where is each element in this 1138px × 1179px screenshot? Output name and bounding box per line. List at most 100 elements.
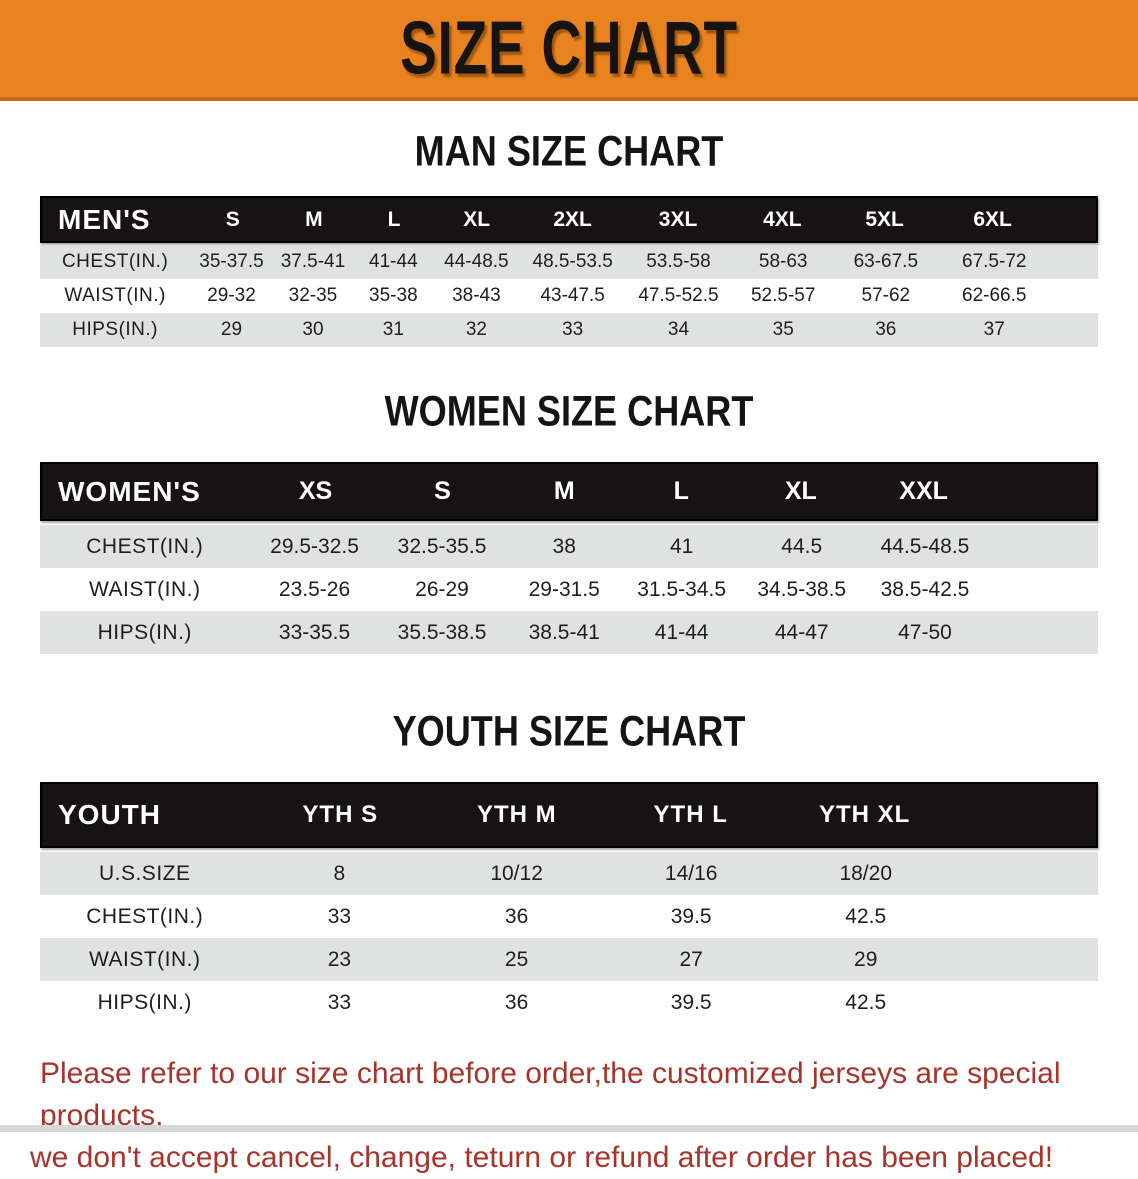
youth-table-row: HIPS(IN.) 33 36 39.5 42.5	[40, 981, 1098, 1024]
size-cell: 35-38	[369, 285, 418, 306]
size-cell: 8	[333, 861, 346, 885]
youth-table-body: U.S.SIZE 8 10/12 14/16 18/20 CHEST(IN.) 33 36 39…	[40, 852, 1098, 1024]
youth-table-row: CHEST(IN.) 33 36 39.5 42.5	[40, 895, 1098, 938]
disclaimer-text: Please refer to our size chart before or…	[30, 1053, 1118, 1179]
men-table-body: CHEST(IN.) 35-37.5 37.5-41 41-44 44-48.5 48.5…	[40, 245, 1098, 347]
size-column-header-m: M	[305, 207, 323, 231]
size-cell: 27	[679, 947, 703, 971]
men-table-label: MEN'S	[58, 203, 151, 235]
size-cell: 47-50	[898, 620, 952, 644]
men-table-row: HIPS(IN.) 29 30 31 32 33 34 35 36 37	[40, 313, 1098, 347]
size-cell: 33	[327, 904, 352, 928]
size-cell: 63-67.5	[853, 251, 919, 272]
row-label: HIPS(IN.)	[97, 990, 192, 1014]
size-column-header-4xl: 4XL	[763, 207, 802, 231]
size-cell: 43-47.5	[540, 285, 605, 306]
size-cell: 41-44	[654, 620, 709, 644]
youth-size-table: YOUTH YTH S YTH M YTH L YTH XL U.S.SIZE 8 10/12…	[40, 782, 1098, 1024]
size-column-header-m: M	[553, 477, 575, 505]
size-cell: 47.5-52.5	[638, 285, 719, 306]
disclaimer-line-2: we don't accept cancel, change, teturn o…	[30, 1141, 1054, 1174]
size-column-header-xs: XS	[298, 477, 333, 505]
size-column-header-yth-s: YTH S	[302, 801, 379, 828]
size-cell: 34	[667, 319, 690, 340]
size-column-header-yth-m: YTH M	[476, 801, 557, 828]
size-cell: 44.5	[781, 534, 823, 558]
men-table-header-row: MEN'S S M L XL 2XL 3XL 4XL 5XL 6XL	[40, 196, 1098, 243]
size-cell: 32-35	[288, 285, 338, 306]
size-cell: 30	[302, 319, 324, 340]
size-column-header-xl: XL	[784, 477, 817, 505]
women-table-body: CHEST(IN.) 29.5-32.5 32.5-35.5 38 41 44.5 44.5…	[40, 525, 1098, 654]
size-cell: 44.5-48.5	[880, 534, 970, 558]
size-cell: 38	[552, 534, 576, 558]
size-cell: 29	[854, 947, 878, 971]
size-cell: 10/12	[490, 861, 543, 885]
size-cell: 23	[327, 947, 352, 971]
size-cell: 57-62	[861, 285, 911, 306]
row-label: CHEST(IN.)	[61, 251, 169, 272]
size-cell: 29	[220, 319, 243, 340]
row-label: WAIST(IN.)	[88, 947, 201, 971]
size-cell: 35-37.5	[199, 251, 264, 272]
men-table-row: CHEST(IN.) 35-37.5 37.5-41 41-44 44-48.5 48.5…	[40, 245, 1098, 279]
size-cell: 25	[504, 947, 529, 971]
size-chart-title: SIZE CHART	[400, 6, 738, 91]
youth-table-label: YOUTH	[58, 799, 161, 830]
size-cell: 35.5-38.5	[397, 620, 487, 644]
size-cell: 14/16	[664, 861, 718, 885]
size-column-header-5xl: 5XL	[865, 207, 904, 231]
row-label: WAIST(IN.)	[64, 285, 166, 306]
women-table-row: HIPS(IN.) 33-35.5 35.5-38.5 38.5-41 41-44 44-…	[40, 611, 1098, 654]
size-column-header-3xl: 3XL	[658, 207, 698, 231]
size-cell: 18/20	[839, 861, 893, 885]
size-cell: 23.5-26	[278, 577, 351, 601]
size-column-header-xxl: XXL	[899, 477, 948, 505]
size-chart-banner: SIZE CHART	[0, 0, 1138, 101]
size-cell: 48.5-53.5	[532, 251, 613, 272]
women-table-label: WOMEN'S	[58, 475, 201, 507]
size-cell: 33	[562, 319, 584, 340]
youth-size-chart-heading: YOUTH SIZE CHART	[392, 706, 746, 756]
size-cell: 37.5-41	[280, 251, 346, 272]
women-size-chart-heading: WOMEN SIZE CHART	[384, 386, 754, 436]
size-column-header-s: S	[225, 207, 240, 231]
row-label: HIPS(IN.)	[97, 620, 192, 644]
size-column-header-2xl: 2XL	[553, 207, 592, 231]
size-cell: 44-48.5	[444, 251, 509, 272]
size-cell: 26-29	[415, 577, 469, 601]
women-size-table: WOMEN'S XS S M L XL XXL CHEST(IN.) 29.5-32.5 32.5…	[40, 462, 1098, 654]
size-cell: 36	[504, 990, 529, 1014]
row-label: CHEST(IN.)	[86, 534, 204, 558]
size-column-header-s: S	[434, 477, 451, 505]
size-cell: 53.5-58	[646, 251, 711, 272]
size-column-header-yth-l: YTH L	[653, 801, 728, 828]
youth-table-header-row: YOUTH YTH S YTH M YTH L YTH XL	[40, 782, 1098, 848]
size-cell: 36	[875, 319, 897, 340]
size-cell: 29-32	[207, 285, 256, 306]
size-cell: 42.5	[845, 990, 887, 1014]
size-column-header-l: L	[673, 477, 689, 505]
size-cell: 52.5-57	[750, 285, 816, 306]
size-column-header-l: L	[387, 207, 401, 231]
youth-table-row: WAIST(IN.) 23 25 27 29	[40, 938, 1098, 981]
size-cell: 33	[327, 990, 352, 1014]
size-cell: 38-43	[452, 285, 501, 306]
size-cell: 33-35.5	[278, 620, 351, 644]
women-table-row: CHEST(IN.) 29.5-32.5 32.5-35.5 38 41 44.5 44.5…	[40, 525, 1098, 568]
women-table-row: WAIST(IN.) 23.5-26 26-29 29-31.5 31.5-34.5 34…	[40, 568, 1098, 611]
size-cell: 58-63	[758, 251, 808, 272]
size-column-header-6xl: 6XL	[973, 207, 1012, 231]
size-cell: 41-44	[369, 251, 418, 272]
size-cell: 29.5-32.5	[270, 534, 359, 558]
men-size-table: MEN'S S M L XL 2XL 3XL 4XL 5XL 6XL CHEST(IN.) 35-37…	[40, 196, 1098, 347]
size-cell: 67.5-72	[962, 251, 1027, 272]
man-size-chart-heading: MAN SIZE CHART	[414, 126, 724, 176]
size-cell: 31.5-34.5	[637, 577, 727, 601]
size-cell: 29-31.5	[528, 577, 600, 601]
size-column-header-xl: XL	[463, 207, 491, 231]
size-cell: 37	[983, 319, 1005, 340]
size-column-header-yth-xl: YTH XL	[818, 801, 911, 828]
row-label: HIPS(IN.)	[72, 319, 158, 340]
size-cell: 32	[465, 319, 487, 340]
